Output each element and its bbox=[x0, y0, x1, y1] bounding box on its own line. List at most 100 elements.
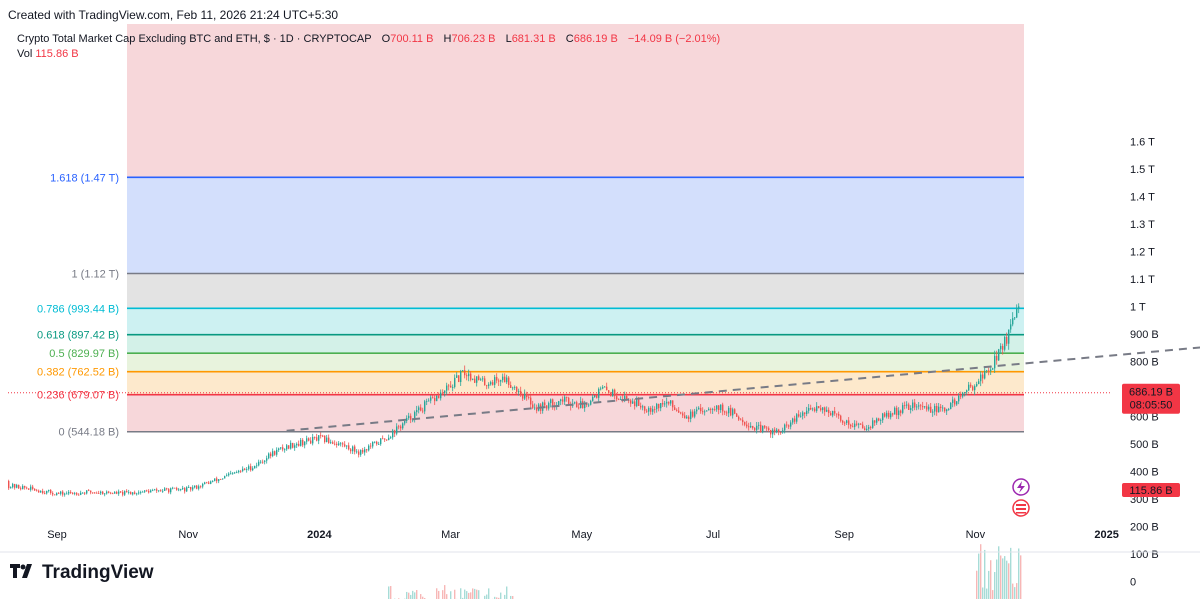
candle-body bbox=[550, 399, 552, 404]
candle-body bbox=[898, 410, 900, 416]
candle-body bbox=[594, 395, 596, 397]
candle-body bbox=[454, 377, 456, 388]
candle-body bbox=[816, 406, 818, 411]
candle-body bbox=[678, 410, 680, 413]
candle-body bbox=[186, 487, 188, 492]
candle-body bbox=[182, 488, 184, 490]
fib-zones bbox=[127, 24, 1024, 432]
volume-bar bbox=[450, 591, 452, 599]
candle-body bbox=[958, 395, 960, 402]
candle-body bbox=[426, 401, 428, 402]
candle-body bbox=[1002, 345, 1004, 350]
candle-body bbox=[486, 385, 488, 387]
candle-body bbox=[482, 378, 484, 380]
candle-body bbox=[294, 445, 296, 448]
volume-bar bbox=[416, 590, 418, 599]
candle-body bbox=[414, 412, 416, 420]
candle-body bbox=[416, 410, 418, 413]
candle-body bbox=[994, 355, 996, 369]
candle-body bbox=[208, 482, 210, 484]
candle-body bbox=[478, 376, 480, 381]
volume-bar bbox=[414, 592, 416, 599]
price-tick-label: 500 B bbox=[1130, 439, 1159, 451]
fib-label-0.618: 0.618 (897.42 B) bbox=[37, 330, 119, 342]
candle-body bbox=[340, 443, 342, 445]
volume-bar bbox=[388, 586, 390, 599]
candle-body bbox=[216, 478, 218, 482]
candle-body bbox=[826, 409, 828, 412]
candle-body bbox=[660, 403, 662, 409]
volume-bar bbox=[498, 597, 500, 599]
tradingview-brand[interactable]: TradingView bbox=[10, 562, 154, 584]
candle-body bbox=[78, 494, 80, 496]
candle-body bbox=[288, 445, 290, 449]
time-tick-label: Sep bbox=[834, 529, 854, 541]
candle-body bbox=[638, 399, 640, 406]
candle-body bbox=[310, 440, 312, 444]
candle-body bbox=[906, 404, 908, 406]
candle-body bbox=[238, 470, 240, 473]
price-tick-label: 100 B bbox=[1130, 549, 1159, 561]
candle-body bbox=[492, 382, 494, 385]
candle-body bbox=[82, 492, 84, 494]
candle-body bbox=[524, 393, 526, 399]
candle-body bbox=[322, 435, 324, 437]
open-label: O bbox=[381, 33, 391, 45]
candle-body bbox=[28, 488, 30, 490]
fib-zone-0.618 bbox=[127, 308, 1024, 335]
candle-body bbox=[154, 489, 156, 491]
symbol-title[interactable]: Crypto Total Market Cap Excluding BTC an… bbox=[17, 33, 372, 45]
side-icons[interactable] bbox=[1012, 478, 1030, 517]
candle-body bbox=[372, 442, 374, 447]
candle-body bbox=[306, 438, 308, 442]
candle-body bbox=[320, 435, 322, 437]
volume-bar bbox=[478, 590, 480, 599]
candle-body bbox=[608, 390, 610, 393]
candle-body bbox=[704, 411, 706, 413]
candle-body bbox=[276, 449, 278, 455]
candle-body bbox=[980, 374, 982, 382]
candle-body bbox=[970, 384, 972, 387]
candle-body bbox=[348, 445, 350, 450]
volume-bar bbox=[1016, 583, 1018, 599]
candle-body bbox=[430, 397, 432, 401]
candle-body bbox=[852, 426, 854, 428]
candle-body bbox=[662, 403, 664, 405]
candle-body bbox=[912, 402, 914, 409]
countdown-badge-value: 08:05:50 bbox=[1130, 400, 1173, 412]
candle-body bbox=[1014, 317, 1016, 319]
volume-bar bbox=[488, 588, 490, 599]
candle-body bbox=[458, 375, 460, 383]
candle-body bbox=[834, 411, 836, 414]
volume-bar bbox=[408, 592, 410, 599]
candle-body bbox=[738, 416, 740, 420]
candle-body bbox=[860, 423, 862, 425]
lightning-icon[interactable] bbox=[1012, 478, 1030, 496]
candle-body bbox=[366, 449, 368, 451]
candle-body bbox=[190, 486, 192, 490]
us-flag-icon[interactable] bbox=[1012, 499, 1030, 517]
candle-body bbox=[762, 425, 764, 433]
time-axis[interactable]: SepNov2024MarMayJulSepNov2025MarMayJulSe… bbox=[0, 529, 1200, 553]
candle-body bbox=[630, 400, 632, 404]
fib-zone-top bbox=[127, 24, 1024, 178]
candle-body bbox=[642, 406, 644, 408]
candle-body bbox=[88, 490, 90, 492]
candle-body bbox=[56, 493, 58, 496]
volume-bar bbox=[466, 591, 468, 599]
candle-body bbox=[752, 425, 754, 428]
candle-body bbox=[600, 388, 602, 390]
candle-body bbox=[170, 488, 172, 493]
candle-body bbox=[368, 445, 370, 451]
candle-body bbox=[34, 488, 36, 491]
candle-body bbox=[114, 491, 116, 494]
volume-bar bbox=[1008, 563, 1010, 599]
candle-body bbox=[198, 486, 200, 489]
candle-body bbox=[848, 420, 850, 425]
price-axis[interactable]: 1.6 T 1.5 T 1.4 T 1.3 T 1.2 T 1.1 T 1 T 900 B 80… bbox=[1130, 137, 1165, 599]
low-value: 681.31 B bbox=[511, 33, 556, 45]
candle-body bbox=[296, 443, 298, 446]
candle-body bbox=[968, 384, 970, 391]
candle-body bbox=[38, 490, 40, 493]
